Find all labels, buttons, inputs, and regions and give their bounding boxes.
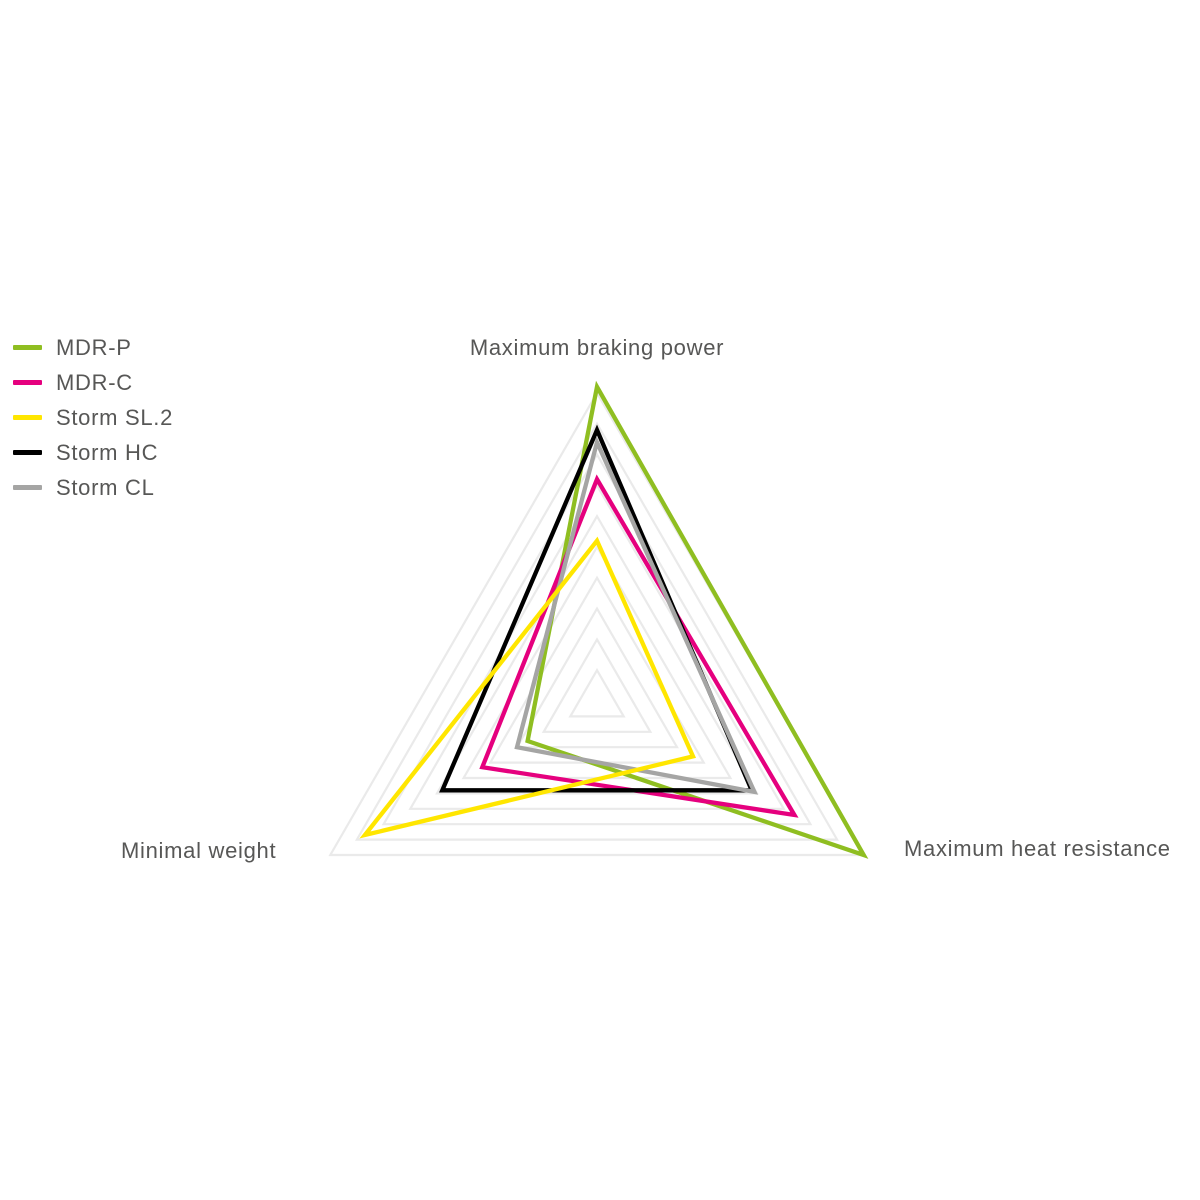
legend-swatch-storm-cl [13,485,42,490]
axis-label-heat-resistance: Maximum heat resistance [904,836,1171,861]
legend-item-storm-hc: Storm HC [13,435,173,470]
grid-level-2 [541,637,653,733]
legend-swatch-storm-sl-2 [13,415,42,420]
legend: MDR-P MDR-C Storm SL.2 Storm HC Storm CL [13,330,173,505]
grid-level-6 [435,513,759,795]
axis-label-braking-power: Maximum braking power [469,335,725,360]
legend-item-storm-cl: Storm CL [13,470,173,505]
legend-label: MDR-C [56,369,133,395]
grid-level-3 [515,606,679,749]
legend-swatch-mdr-c [13,380,42,385]
legend-label: MDR-P [56,334,132,360]
legend-item-mdr-c: MDR-C [13,365,173,400]
legend-label: Storm SL.2 [56,404,174,430]
legend-label: Storm HC [56,439,159,465]
series-storm-sl-2 [359,536,697,839]
legend-label: Storm CL [56,474,155,500]
grid-level-1 [568,668,626,718]
grid-level-8 [381,452,813,826]
legend-swatch-mdr-p [13,345,42,350]
axis-label-minimal-weight: Minimal weight [121,838,277,863]
series-storm-cl [514,435,759,795]
grid-level-9 [354,421,840,841]
legend-item-mdr-p: MDR-P [13,330,173,365]
legend-item-storm-sl-2: Storm SL.2 [13,400,173,435]
legend-swatch-storm-hc [13,450,42,455]
